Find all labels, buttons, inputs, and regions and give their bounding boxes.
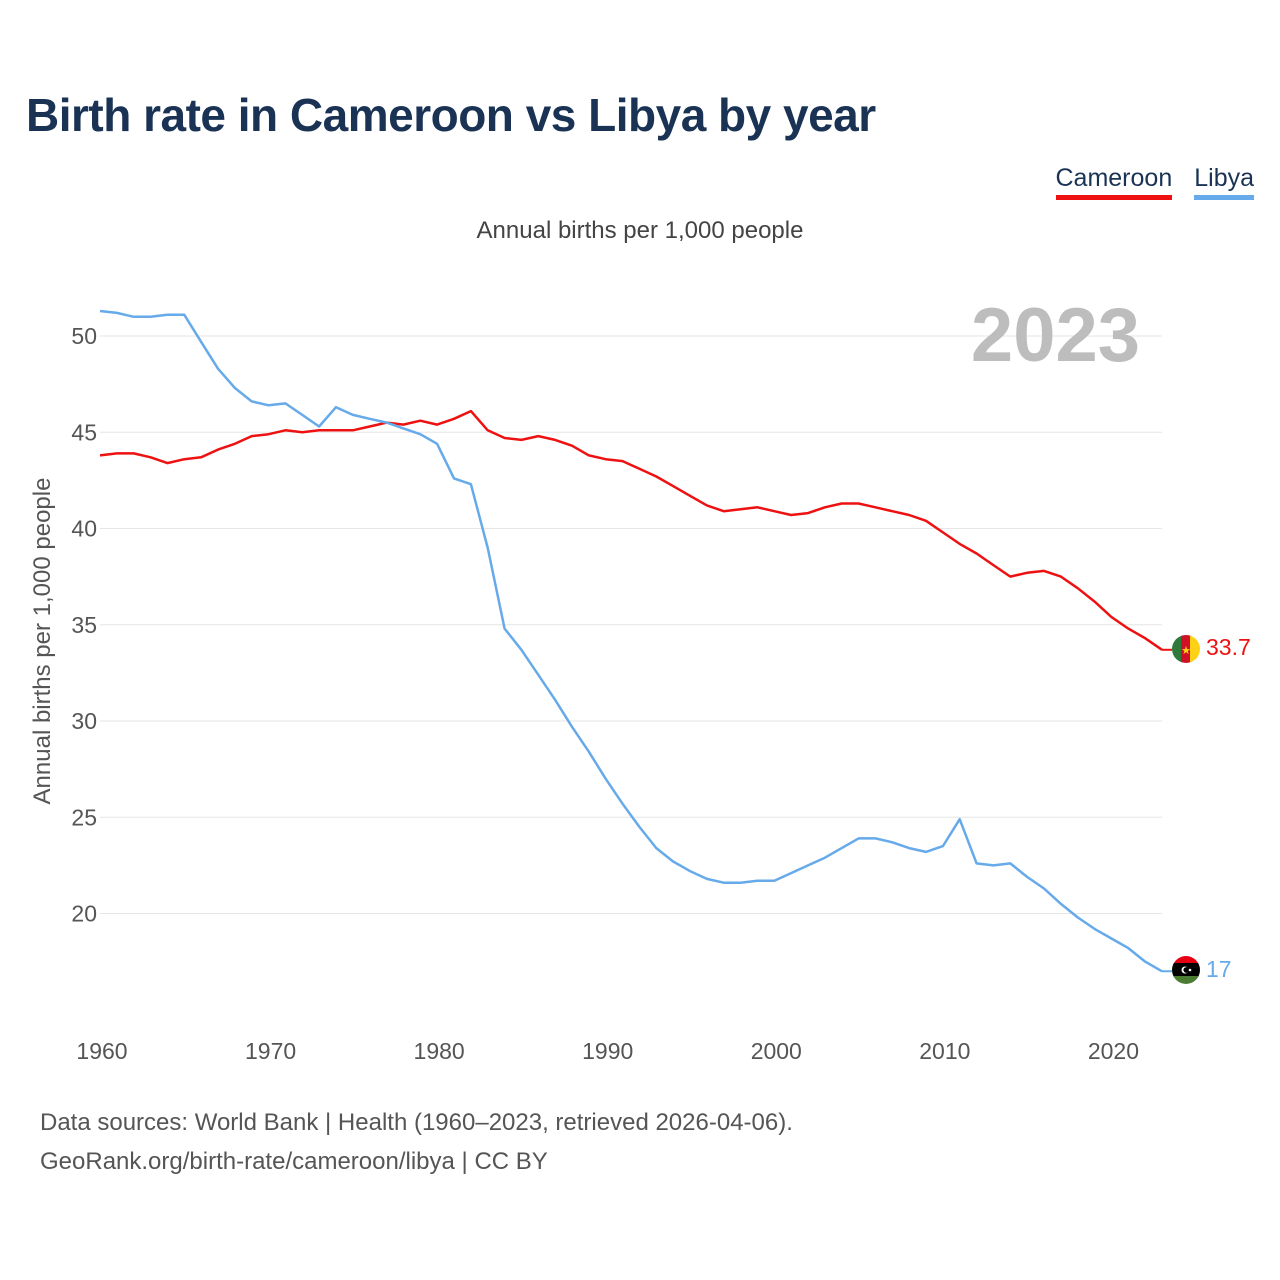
line-chart: 20 25 30 35 40 45 50 1960 1970 1980 1990 2000 2010 2…	[29, 293, 1251, 1064]
legend-item-cameroon[interactable]: Cameroon	[1055, 164, 1173, 200]
x-tick-label: 2000	[751, 1038, 802, 1064]
legend-item-libya[interactable]: Libya	[1194, 164, 1254, 200]
x-axis-ticks: 1960 1970 1980 1990 2000 2010 2020	[76, 1038, 1139, 1064]
y-axis-title: Annual births per 1,000 people	[29, 478, 56, 805]
y-axis-ticks: 20 25 30 35 40 45 50	[71, 323, 97, 927]
y-tick-label: 25	[71, 804, 97, 830]
chart-title: Birth rate in Cameroon vs Libya by year	[26, 89, 876, 141]
svg-text:★: ★	[1181, 644, 1191, 657]
y-tick-label: 40	[71, 516, 97, 542]
series-lines	[99, 309, 1172, 973]
series-line-libya[interactable]	[99, 309, 1163, 973]
flag-libya-icon	[1172, 956, 1200, 984]
footer-link[interactable]: GeoRank.org/birth-rate/cameroon/libya | …	[40, 1148, 548, 1175]
x-tick-label: 2020	[1088, 1038, 1139, 1064]
flag-cameroon-icon: ★	[1172, 635, 1200, 663]
x-tick-label: 2010	[919, 1038, 970, 1064]
x-tick-label: 1960	[76, 1038, 127, 1064]
chart-subtitle: Annual births per 1,000 people	[476, 217, 804, 244]
legend: Cameroon Libya	[1055, 164, 1254, 200]
gridlines	[100, 335, 1162, 914]
end-label-cameroon: 33.7	[1206, 634, 1251, 660]
x-tick-label: 1970	[245, 1038, 296, 1064]
y-tick-label: 20	[71, 901, 97, 927]
series-line-cameroon[interactable]	[99, 409, 1163, 651]
current-year-label: 2023	[971, 293, 1140, 378]
y-tick-label: 30	[71, 708, 97, 734]
x-tick-label: 1980	[414, 1038, 465, 1064]
end-label-libya: 17	[1206, 956, 1232, 982]
y-tick-label: 50	[71, 323, 97, 349]
x-tick-label: 1990	[582, 1038, 633, 1064]
footer: Data sources: World Bank | Health (1960–…	[40, 1103, 793, 1181]
footer-source: Data sources: World Bank | Health (1960–…	[40, 1109, 793, 1136]
y-tick-label: 45	[71, 419, 97, 445]
y-tick-label: 35	[71, 612, 97, 638]
